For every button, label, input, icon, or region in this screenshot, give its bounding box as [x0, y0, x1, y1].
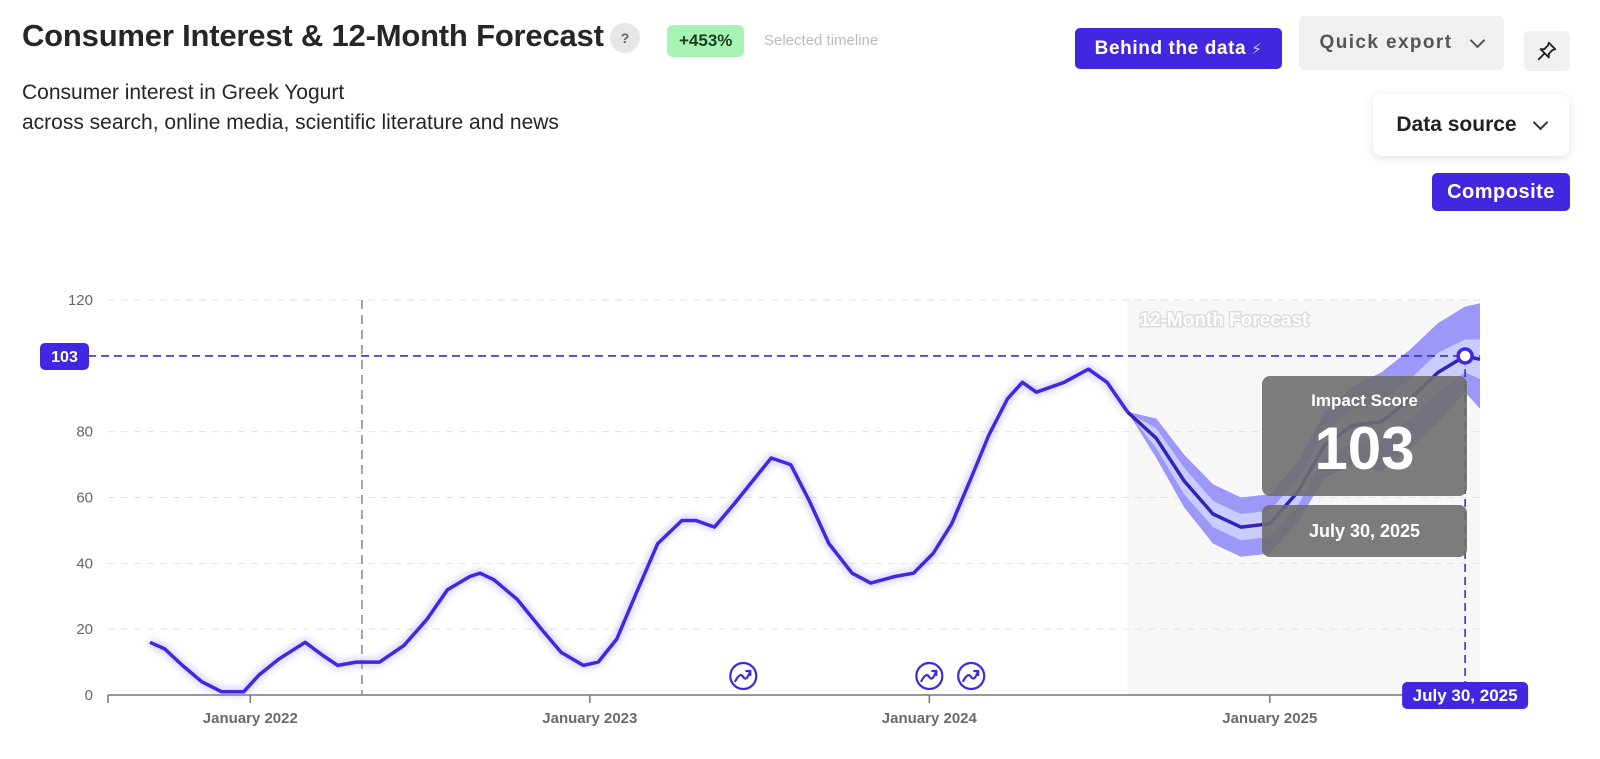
selected-timeline-label: Selected timeline [764, 32, 879, 49]
x-axis: January 2022 January 2023 January 2024 Janu… [107, 694, 1480, 727]
subtitle: Consumer interest in Greek Yogurt across… [22, 78, 559, 138]
historical-line-shadow [148, 365, 1130, 695]
behind-the-data-label: Behind the data [1094, 37, 1247, 59]
page-title: Consumer Interest & 12-Month Forecast [22, 18, 604, 53]
composite-button[interactable]: Composite [1432, 173, 1570, 211]
pin-button[interactable] [1524, 31, 1570, 71]
reference-value-label: 103 [51, 349, 78, 366]
reference-value-badge: 103 [40, 342, 89, 370]
forecast-band-inner [1127, 339, 1480, 541]
quick-export-button[interactable]: Quick export [1299, 16, 1504, 70]
x-tick-label: January 2023 [542, 710, 637, 727]
highlight-date-badge: July 30, 2025 [1402, 682, 1529, 709]
x-tick-label: January 2025 [1222, 710, 1317, 727]
trend-event-icon[interactable] [915, 661, 944, 691]
x-tick-label: January 2022 [203, 710, 298, 727]
y-tick-label: 20 [76, 621, 93, 638]
y-axis: 0 20 40 60 80 120 [68, 292, 93, 704]
forecast-label: 12-Month Forecast [1139, 310, 1309, 331]
trend-event-icon[interactable] [729, 661, 758, 691]
quick-export-label: Quick export [1319, 32, 1453, 53]
tooltip-date: July 30, 2025 [1309, 521, 1420, 541]
event-markers[interactable] [729, 661, 986, 691]
help-icon[interactable]: ? [610, 23, 640, 53]
change-badge: +453% [667, 25, 745, 57]
behind-the-data-button[interactable]: Behind the data ⚡︎ [1075, 28, 1282, 69]
subtitle-line-2: across search, online media, scientific … [22, 111, 559, 134]
trend-event-icon[interactable] [957, 661, 986, 691]
highlight-date-label: July 30, 2025 [1413, 686, 1518, 705]
pin-icon [1537, 41, 1557, 61]
forecast-band-outer [1127, 303, 1480, 557]
tooltip-title: Impact Score [1311, 391, 1418, 410]
tooltip-value: 103 [1314, 415, 1414, 482]
impact-score-tooltip: Impact Score 103 July 30, 2025 [1262, 376, 1467, 557]
y-tick-label: 120 [68, 292, 93, 309]
subtitle-line-1: Consumer interest in Greek Yogurt [22, 81, 345, 104]
data-source-dropdown[interactable]: Data source [1373, 94, 1569, 156]
bolt-icon: ⚡︎ [1251, 40, 1263, 58]
y-tick-label: 0 [85, 687, 93, 704]
y-tick-label: 80 [76, 424, 93, 441]
x-tick-label: January 2024 [882, 710, 978, 727]
y-tick-label: 40 [76, 555, 93, 572]
data-source-label: Data source [1396, 113, 1517, 136]
historical-series-line[interactable] [149, 367, 1129, 694]
y-tick-label: 60 [76, 490, 93, 507]
highlight-point[interactable] [1456, 347, 1474, 365]
